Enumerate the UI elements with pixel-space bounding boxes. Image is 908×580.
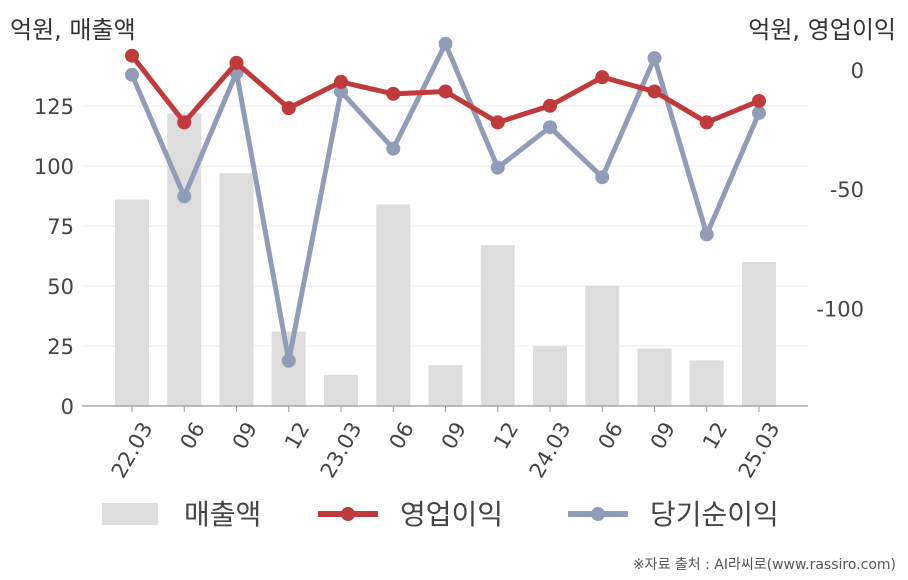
x-tick-label: 06 — [594, 418, 628, 453]
series-point — [386, 141, 401, 156]
legend-swatch — [102, 503, 158, 525]
legend-marker — [591, 507, 605, 521]
series-point — [438, 84, 453, 99]
left-tick-label: 0 — [61, 395, 74, 419]
x-tick-label: 12 — [698, 418, 732, 453]
x-tick-label: 12 — [489, 418, 523, 453]
series-point — [125, 67, 139, 82]
left-tick-label: 75 — [47, 215, 74, 239]
bar — [637, 348, 672, 406]
bar — [742, 262, 776, 406]
series-point — [386, 86, 401, 101]
series-point — [647, 51, 662, 66]
x-tick-label: 06 — [176, 418, 210, 453]
x-tick-label: 24.03 — [525, 418, 576, 482]
source-note: ※자료 출처 : AI라씨로(www.rassiro.com) — [632, 557, 896, 573]
legend-label: 영업이익 — [400, 498, 503, 531]
bar — [585, 286, 620, 406]
x-tick-label: 23.03 — [316, 418, 367, 482]
legend-label: 매출액 — [184, 498, 261, 531]
series-point — [752, 93, 766, 108]
series-point — [177, 189, 192, 204]
series-point — [334, 74, 348, 89]
x-tick-label: 25.03 — [734, 418, 785, 482]
bar — [324, 374, 358, 406]
series-point — [647, 84, 662, 99]
series-point — [490, 115, 505, 130]
x-tick-label: 06 — [385, 418, 419, 453]
left-tick-label: 50 — [47, 275, 74, 299]
legend-marker — [341, 507, 355, 521]
series-point — [281, 353, 296, 368]
left-axis-title: 억원, 매출액 — [10, 16, 136, 44]
bar — [376, 204, 411, 406]
bar — [115, 199, 149, 406]
bar — [480, 245, 515, 406]
legend: 매출액 영업이익 당기순이익 — [102, 498, 779, 531]
left-tick-label: 125 — [34, 95, 74, 119]
series-point — [543, 120, 557, 135]
right-axis-title: 억원, 영업이익 — [748, 16, 896, 44]
bar — [428, 365, 463, 406]
right-tick-label: -100 — [816, 297, 864, 321]
legend-label: 당기순이익 — [650, 498, 779, 531]
series-point — [229, 55, 244, 70]
bar — [219, 173, 254, 406]
x-tick-label: 22.03 — [107, 418, 158, 482]
right-tick-label: -50 — [830, 178, 864, 202]
left-tick-label: 25 — [47, 335, 74, 359]
x-tick-label: 09 — [646, 418, 680, 453]
series-point — [490, 160, 505, 175]
bar — [533, 346, 567, 406]
line-series — [125, 36, 766, 368]
series-point — [699, 115, 714, 130]
bar — [167, 113, 202, 406]
right-tick-label: 0 — [851, 59, 864, 83]
series-point — [595, 170, 610, 185]
series-point — [595, 70, 610, 85]
x-tick-label: 09 — [437, 418, 471, 453]
left-tick-label: 100 — [34, 155, 74, 179]
x-tick-label: 09 — [228, 418, 262, 453]
series-point — [543, 98, 557, 113]
bar — [689, 360, 724, 406]
series-point — [699, 227, 714, 242]
series-point — [752, 105, 766, 120]
series-point — [438, 36, 453, 51]
x-tick-label: 12 — [280, 418, 314, 453]
series-point — [125, 48, 139, 63]
bar — [271, 331, 306, 406]
series-point — [177, 115, 192, 130]
bar-series — [115, 113, 776, 406]
series-point — [281, 101, 296, 116]
